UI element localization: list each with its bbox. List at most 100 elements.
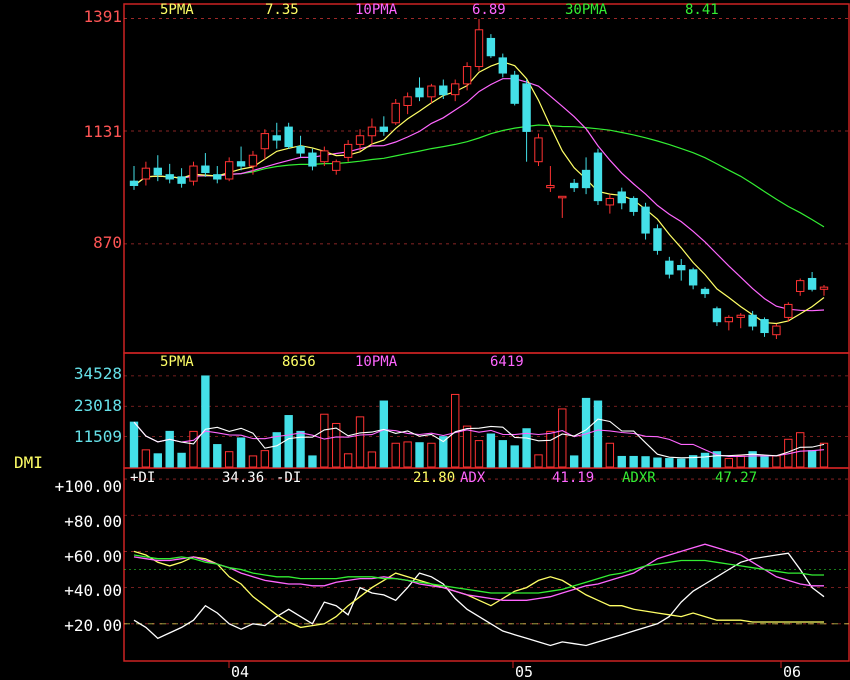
volume-bar <box>736 455 745 468</box>
dmi-adxr-value: 47.27 <box>715 470 757 486</box>
candle-body <box>189 165 198 182</box>
volume-bar <box>141 449 151 468</box>
volume-bar <box>379 400 389 468</box>
dmi-panel-frame <box>123 467 850 662</box>
volume-ma5-value: 8656 <box>282 354 316 370</box>
volume-ma10-line <box>133 421 825 457</box>
volume-panel-frame <box>123 352 850 469</box>
volume-bar <box>439 436 448 468</box>
price-ma5-label: 5PMA <box>160 2 194 18</box>
candle-body <box>641 206 650 234</box>
dmi-plus-di-line <box>133 552 825 647</box>
x-axis-ticks: 04 05 06 <box>228 661 801 680</box>
volume-bar <box>760 456 769 468</box>
candle-body <box>819 286 829 290</box>
dmi-y-ticks: +100.00 +80.00 +60.00 +40.00 +20.00 <box>55 477 122 635</box>
volume-bar <box>308 455 317 468</box>
candle-body <box>284 126 293 148</box>
candle-body <box>510 74 519 104</box>
volume-bar <box>367 451 377 468</box>
panel-frames <box>123 3 850 662</box>
candle-body <box>415 87 424 98</box>
volume-bar <box>593 400 603 468</box>
price-y-ticks: 1391 1131 870 <box>83 7 122 252</box>
candle-body <box>522 83 531 132</box>
volume-bar <box>629 455 638 468</box>
candle-body <box>248 154 258 167</box>
candle-body <box>653 228 662 251</box>
price-ma5-line <box>133 61 825 325</box>
volume-bar <box>605 442 615 468</box>
candle-body <box>236 161 246 167</box>
candle-body <box>760 319 769 334</box>
volume-ma5-line <box>133 418 825 459</box>
dmi-minus-di-value: 21.80 <box>413 470 455 486</box>
candle-body <box>700 288 710 295</box>
candle-body <box>177 176 186 184</box>
volume-bar <box>617 455 626 468</box>
volume-bar <box>700 452 710 468</box>
candle-body <box>569 182 579 189</box>
candle-body <box>665 260 674 275</box>
candle-body <box>355 135 365 145</box>
volume-bar <box>474 440 484 468</box>
candle-body <box>165 174 174 180</box>
candle-body <box>213 174 222 180</box>
volume-bar <box>272 432 281 468</box>
volume-ma10-value: 6419 <box>490 354 524 370</box>
price-ma10-label: 10PMA <box>355 2 398 18</box>
volume-bar <box>260 450 270 468</box>
volume-bar <box>165 430 174 468</box>
candle-body <box>498 57 507 74</box>
price-plot <box>124 18 849 340</box>
price-y-tick: 1391 <box>83 7 122 26</box>
volume-bar <box>724 458 734 468</box>
price-ma10-line <box>133 78 825 312</box>
volume-bar <box>224 451 234 468</box>
volume-bar <box>332 422 341 468</box>
candle-body <box>141 167 151 180</box>
candle-body <box>617 191 626 204</box>
volume-ma-legend: 5PMA 8656 10PMA 6419 <box>160 354 524 370</box>
volume-bar <box>665 458 674 468</box>
candle-body <box>260 133 270 150</box>
candle-body <box>748 314 757 327</box>
dmi-adxr-line <box>133 554 824 594</box>
volume-bar <box>677 458 686 468</box>
volume-bar <box>498 440 507 468</box>
volume-bar <box>248 455 258 468</box>
volume-bar <box>641 456 650 468</box>
volume-bar <box>534 454 543 468</box>
candle-body <box>546 184 555 189</box>
volume-bar <box>772 455 781 468</box>
candle-body <box>343 143 353 158</box>
candle-body <box>379 126 389 132</box>
dmi-adx-value: 41.19 <box>552 470 594 486</box>
volume-bar <box>653 457 662 468</box>
dmi-legend: +DI 34.36 -DI 21.80 ADX 41.19 ADXR 47.27 <box>130 470 757 486</box>
price-ma-legend: 5PMA 7.35 10PMA 6.89 30PMA 8.41 <box>160 2 719 18</box>
volume-y-tick: 23018 <box>74 396 122 415</box>
candle-body <box>462 66 472 85</box>
x-tick-label: 05 <box>515 663 533 680</box>
volume-bar <box>129 421 139 468</box>
dmi-adxr-label: ADXR <box>622 470 656 486</box>
dmi-adx-line <box>133 543 824 601</box>
price-ma30-line <box>133 124 825 228</box>
x-tick-label: 06 <box>783 663 801 680</box>
candle-body <box>474 29 484 68</box>
candle-body <box>736 314 745 318</box>
volume-bar <box>213 444 222 468</box>
candle-body <box>558 195 567 199</box>
candle-body <box>391 102 400 124</box>
dmi-y-tick: +100.00 <box>55 477 122 496</box>
dmi-y-tick: +80.00 <box>64 512 122 531</box>
price-y-tick: 870 <box>93 233 122 252</box>
candle-body <box>224 161 234 180</box>
candle-body <box>629 197 638 212</box>
volume-bar <box>403 441 412 468</box>
candle-body <box>153 167 162 176</box>
volume-bar <box>558 408 567 468</box>
volume-bar <box>236 437 246 468</box>
